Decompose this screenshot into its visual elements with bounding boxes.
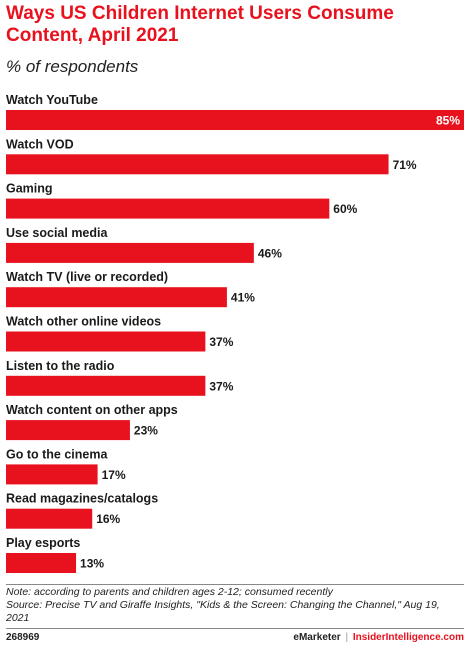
chart-title: Ways US Children Internet Users Consume …: [6, 3, 394, 46]
data-label: 37%: [209, 379, 233, 393]
footer-divider-bottom: [6, 628, 464, 629]
data-label: 17%: [102, 468, 126, 482]
bar-chart: Watch YouTube 85% Watch VOD 71% Gaming 60% Use…: [6, 93, 464, 573]
bar: [6, 508, 93, 529]
bar: [6, 464, 98, 485]
data-label: 46%: [258, 246, 282, 260]
category-label: Use social media: [6, 226, 108, 240]
bar: [6, 375, 206, 396]
data-label: 41%: [231, 291, 255, 305]
data-label: 23%: [134, 424, 158, 438]
category-label: Watch YouTube: [6, 93, 98, 107]
data-label: 37%: [209, 335, 233, 349]
footer-divider: [6, 584, 464, 585]
category-label: Go to the cinema: [6, 447, 108, 461]
source-text: Source: Precise TV and Giraffe Insights,…: [6, 599, 440, 624]
bar: [6, 331, 206, 352]
brand-site-link[interactable]: InsiderIntelligence.com: [352, 632, 464, 643]
note-text: Note: according to parents and children …: [6, 586, 333, 598]
bar: [6, 242, 254, 263]
bar: [6, 198, 330, 219]
data-label: 16%: [96, 512, 120, 526]
category-label: Play esports: [6, 536, 80, 550]
data-label: 85%: [436, 114, 460, 128]
chart-notes: Note: according to parents and children …: [6, 586, 464, 625]
category-label: Read magazines/catalogs: [6, 492, 158, 506]
data-label: 13%: [80, 557, 104, 571]
chart-id: 268969: [6, 632, 40, 643]
category-label: Watch other online videos: [6, 315, 161, 329]
category-label: Gaming: [6, 182, 53, 196]
bar: [6, 287, 227, 308]
category-label: Watch content on other apps: [6, 403, 178, 417]
category-label: Watch TV (live or recorded): [6, 270, 168, 284]
chart-subtitle: % of respondents: [6, 57, 139, 76]
bar: [6, 420, 130, 441]
data-label: 60%: [333, 202, 357, 216]
brand-separator: |: [345, 632, 349, 643]
bar: [6, 553, 77, 573]
bar: [6, 154, 389, 175]
bar: [6, 110, 464, 130]
footer-brand: eMarketer | InsiderIntelligence.com: [293, 632, 464, 643]
category-label: Listen to the radio: [6, 359, 115, 373]
category-label: Watch VOD: [6, 137, 74, 151]
data-label: 71%: [393, 158, 417, 172]
brand-name: eMarketer: [293, 632, 341, 643]
